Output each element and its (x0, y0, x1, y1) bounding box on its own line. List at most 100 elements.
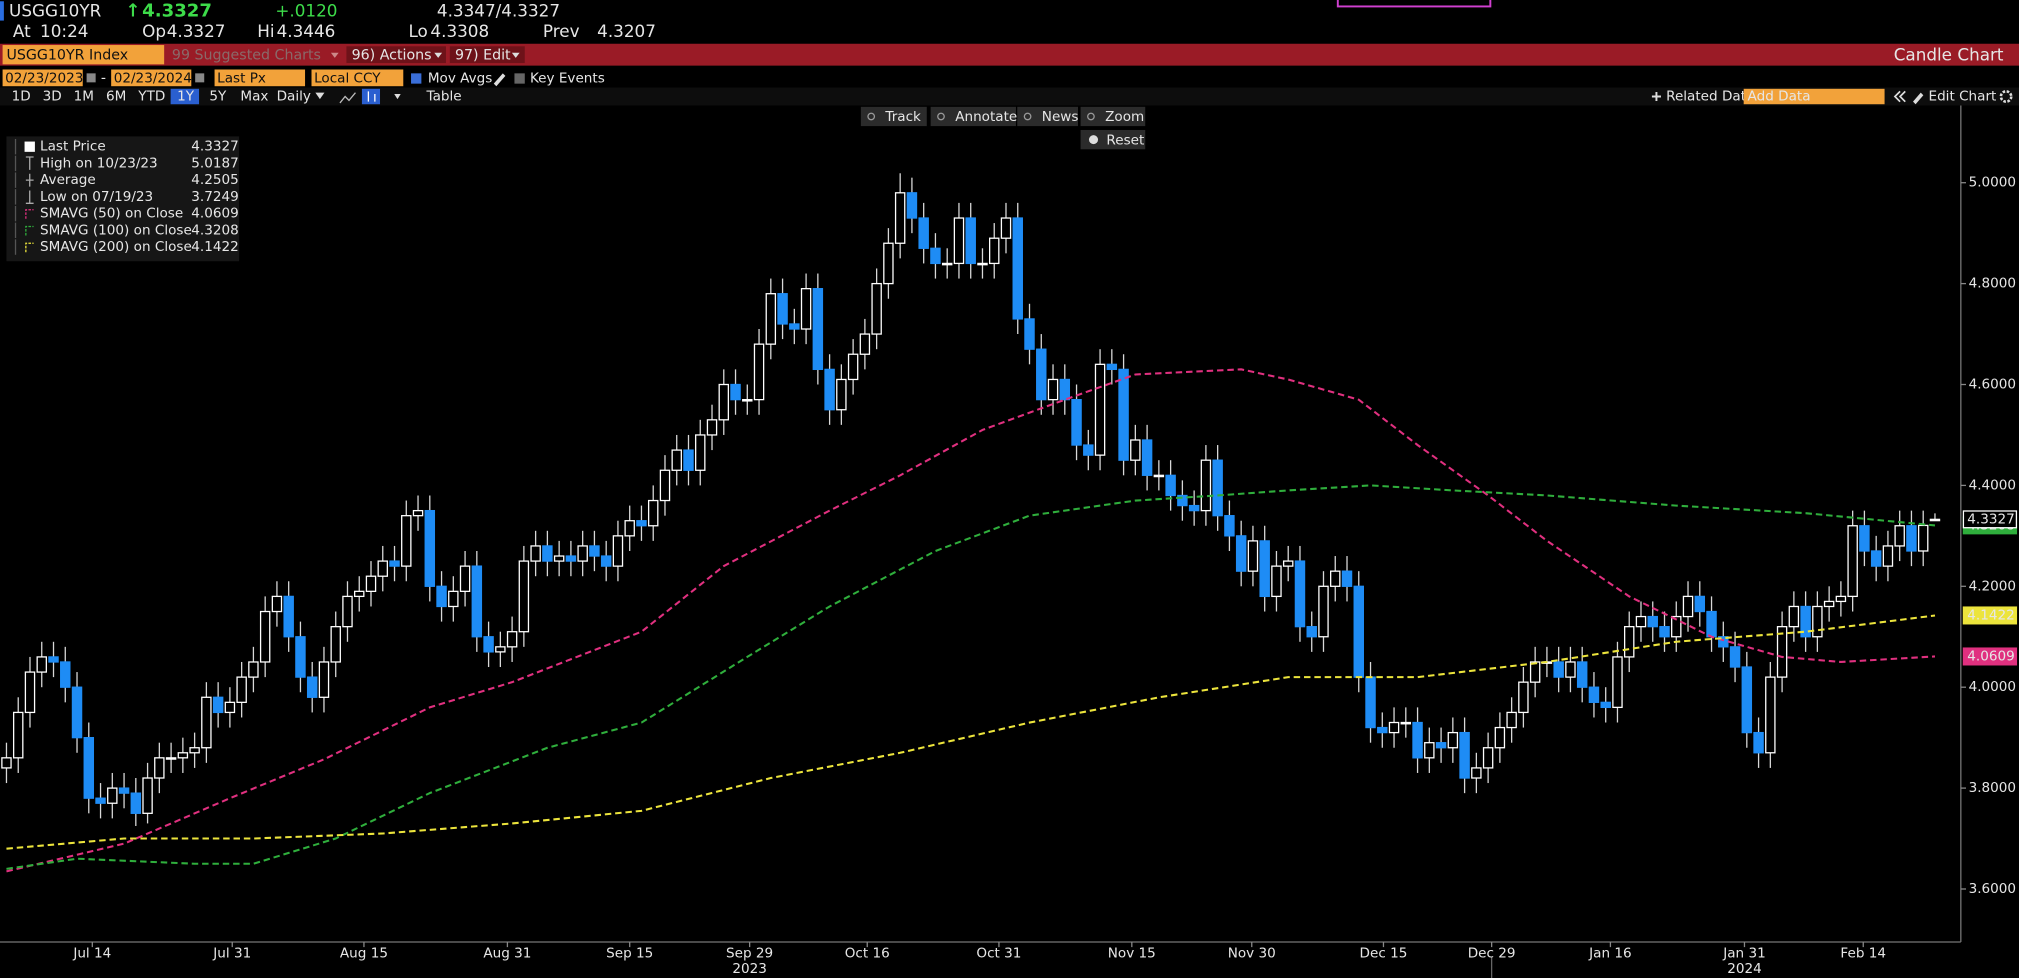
period-button[interactable]: Max (240, 89, 268, 105)
settings-icon[interactable] (1999, 90, 2013, 103)
period-button[interactable]: YTD (137, 89, 165, 105)
currency-select[interactable] (311, 69, 404, 87)
pencil-icon[interactable] (493, 73, 506, 87)
currency[interactable]: Local CCY (314, 71, 381, 87)
button[interactable] (346, 46, 446, 64)
candle-body (1812, 605, 1823, 638)
tool-label[interactable]: News (1042, 109, 1079, 125)
edit[interactable]: 97) Edit (455, 47, 511, 63)
tool-button[interactable] (930, 106, 1016, 127)
candle-body (1424, 742, 1435, 759)
related-data[interactable]: Related Dat (1666, 89, 1746, 105)
candle-body (1894, 525, 1905, 547)
checkbox[interactable] (514, 73, 525, 84)
candle-body (1647, 615, 1658, 628)
label: At (13, 21, 31, 41)
candle-body (1318, 585, 1329, 638)
candle-body (471, 565, 483, 638)
candle-body (201, 696, 212, 749)
candle-body (60, 661, 71, 688)
key-events[interactable]: Key Events (530, 71, 605, 87)
date-input[interactable] (2, 69, 83, 87)
candle-body (1071, 398, 1082, 446)
candle-body (1917, 524, 1929, 552)
end-date[interactable]: 02/23/2024 (114, 71, 192, 87)
add-data[interactable]: Add Data (1748, 89, 1811, 105)
candle-body (1612, 656, 1623, 709)
calendar-icon[interactable] (195, 73, 205, 83)
sma200-value-box (1962, 606, 2018, 625)
candle-body (1776, 626, 1788, 678)
candle-body (224, 701, 236, 714)
period-button[interactable]: 1Y (177, 89, 195, 105)
actions[interactable]: 96) Actions (352, 47, 432, 63)
tool-button[interactable] (1080, 106, 1146, 127)
field[interactable]: Last Px (217, 71, 266, 87)
candle-body (1036, 348, 1047, 401)
tool-button[interactable] (860, 106, 927, 127)
dropdown-icon (511, 52, 520, 58)
y-tick-label: 4.8000 (1969, 276, 2016, 292)
reset[interactable]: Reset (1106, 132, 1144, 148)
period-button[interactable]: 1M (74, 89, 94, 105)
pencil-icon[interactable] (1913, 92, 1924, 105)
tool-label[interactable]: Track (884, 109, 921, 125)
period-button[interactable]: 3D (43, 89, 62, 105)
start-date[interactable]: 02/23/2023 (5, 71, 83, 87)
reset-button[interactable] (1080, 129, 1146, 150)
collapse-icon[interactable] (1893, 90, 1906, 103)
label: Prev (543, 21, 580, 41)
candle-body (812, 288, 824, 371)
chart-kind: Candle Chart (1894, 44, 2004, 64)
candle-body (1212, 459, 1223, 517)
candle-icon[interactable] (361, 88, 381, 105)
candle-body (1447, 731, 1459, 749)
candle-body (1306, 626, 1317, 638)
frequency[interactable]: Daily (277, 89, 311, 105)
tool-icon (1087, 112, 1095, 121)
candle-body (1471, 767, 1482, 779)
tool-label[interactable]: Annotate (955, 109, 1017, 125)
candle-body (847, 353, 859, 381)
candle-body (1635, 615, 1647, 628)
candle-body (1330, 570, 1341, 587)
suggested-charts[interactable]: 99 Suggested Charts (172, 47, 321, 63)
legend-value: 5.0187 (191, 155, 238, 171)
candle-body (1823, 600, 1835, 608)
field-select[interactable] (214, 69, 306, 87)
candle-body (894, 192, 906, 244)
edit-chart[interactable]: Edit Chart (1929, 89, 1997, 105)
candle-body (506, 631, 518, 648)
candle-body (1788, 605, 1800, 628)
add-data-box[interactable] (1743, 88, 1885, 105)
candle-body (1882, 545, 1894, 567)
period-button[interactable]: 1D (12, 89, 31, 105)
candle-body (659, 469, 671, 502)
line-icon[interactable] (339, 92, 356, 104)
date-input[interactable] (111, 69, 192, 87)
tool-icon (867, 112, 876, 121)
period-button[interactable]: 6M (106, 89, 126, 105)
candle-body (565, 555, 577, 562)
checkbox[interactable] (411, 73, 422, 84)
tool-button[interactable] (1017, 106, 1079, 127)
security-box[interactable] (2, 45, 165, 65)
period-button[interactable]: 5Y (209, 89, 227, 105)
tool-label[interactable]: Zoom (1105, 109, 1144, 125)
button[interactable] (449, 46, 525, 64)
candle-body (212, 696, 224, 714)
mov-avgs[interactable]: Mov Avgs (428, 71, 493, 87)
candle-body (1659, 626, 1670, 638)
calendar-icon[interactable] (86, 73, 96, 83)
candle-body (1729, 646, 1741, 668)
security[interactable]: USGG10YR Index (6, 47, 128, 63)
legend-icon (25, 156, 34, 170)
x-tick-label: Nov 30 (1228, 946, 1276, 962)
candle-body (306, 676, 318, 698)
candle-body (765, 293, 777, 345)
plus-icon[interactable] (1651, 92, 1661, 102)
table[interactable]: Table (426, 89, 462, 105)
candle-body (318, 661, 330, 698)
